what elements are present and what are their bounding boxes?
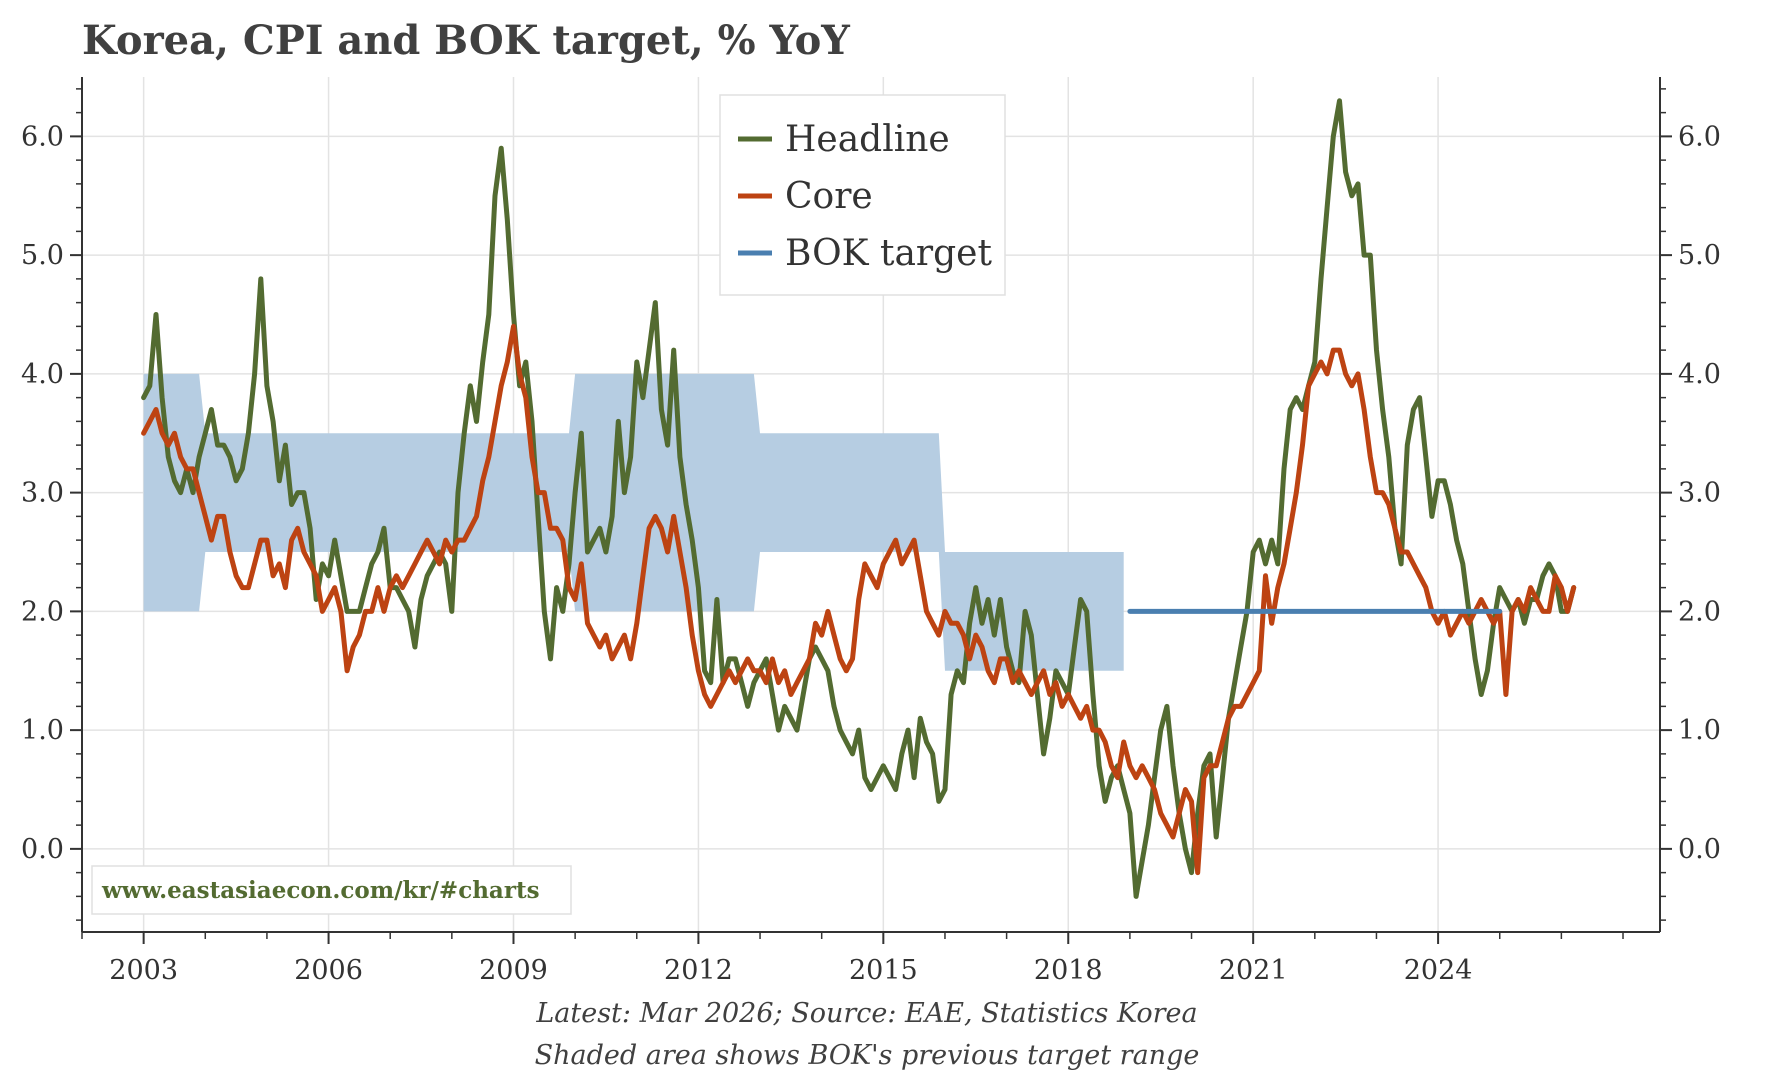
y-tick-label-right: 3.0 bbox=[1678, 478, 1721, 509]
y-tick-label-right: 2.0 bbox=[1678, 596, 1721, 627]
x-tick-label: 2024 bbox=[1404, 955, 1473, 986]
legend-label-bok-target: BOK target bbox=[785, 233, 992, 274]
chart-title: Korea, CPI and BOK target, % YoY bbox=[82, 17, 850, 64]
footnote-band-note: Shaded area shows BOK's previous target … bbox=[535, 1040, 1200, 1070]
watermark-box bbox=[91, 865, 572, 915]
target-range-band bbox=[143, 373, 1124, 671]
y-tick-label-right: 5.0 bbox=[1678, 240, 1721, 271]
x-tick-label: 2006 bbox=[294, 955, 363, 986]
x-tick-label: 2018 bbox=[1034, 955, 1103, 986]
x-tick-label: 2003 bbox=[109, 955, 178, 986]
x-tick-label: 2009 bbox=[479, 955, 548, 986]
core-line bbox=[141, 323, 1577, 876]
x-tick-label: 2021 bbox=[1219, 955, 1288, 986]
axes bbox=[70, 77, 1672, 944]
watermark: www.eastasiaecon.com/kr/#charts bbox=[91, 865, 572, 915]
x-tick-label: 2015 bbox=[849, 955, 918, 986]
y-tick-label-right: 4.0 bbox=[1678, 359, 1721, 390]
series-lines bbox=[141, 98, 1577, 899]
y-tick-label: 5.0 bbox=[21, 240, 64, 271]
tick-labels: 0.0 0.0 1.0 1.0 2.0 2.0 3.0 3.0 4.0 4.0 5.0 5.0 6.0 6… bbox=[21, 121, 1721, 986]
y-tick-label: 4.0 bbox=[21, 359, 64, 390]
watermark-text: www.eastasiaecon.com/kr/#charts bbox=[101, 877, 540, 904]
previous-target-band bbox=[143, 373, 1124, 671]
y-tick-label: 2.0 bbox=[21, 596, 64, 627]
legend-label-core: Core bbox=[785, 176, 873, 217]
legend-label-headline: Headline bbox=[785, 119, 950, 160]
y-tick-label-right: 1.0 bbox=[1678, 715, 1721, 746]
x-tick-label: 2012 bbox=[664, 955, 733, 986]
legend: Headline Core BOK target bbox=[719, 94, 1006, 296]
y-tick-label: 6.0 bbox=[21, 121, 64, 152]
y-tick-label-right: 0.0 bbox=[1678, 834, 1721, 865]
footnote-source: Latest: Mar 2026; Source: EAE, Statistic… bbox=[535, 998, 1197, 1029]
y-tick-label: 0.0 bbox=[21, 834, 64, 865]
y-tick-label-right: 6.0 bbox=[1678, 121, 1721, 152]
y-tick-label: 3.0 bbox=[21, 478, 64, 509]
y-tick-label: 1.0 bbox=[21, 715, 64, 746]
headline-line bbox=[141, 98, 1577, 899]
